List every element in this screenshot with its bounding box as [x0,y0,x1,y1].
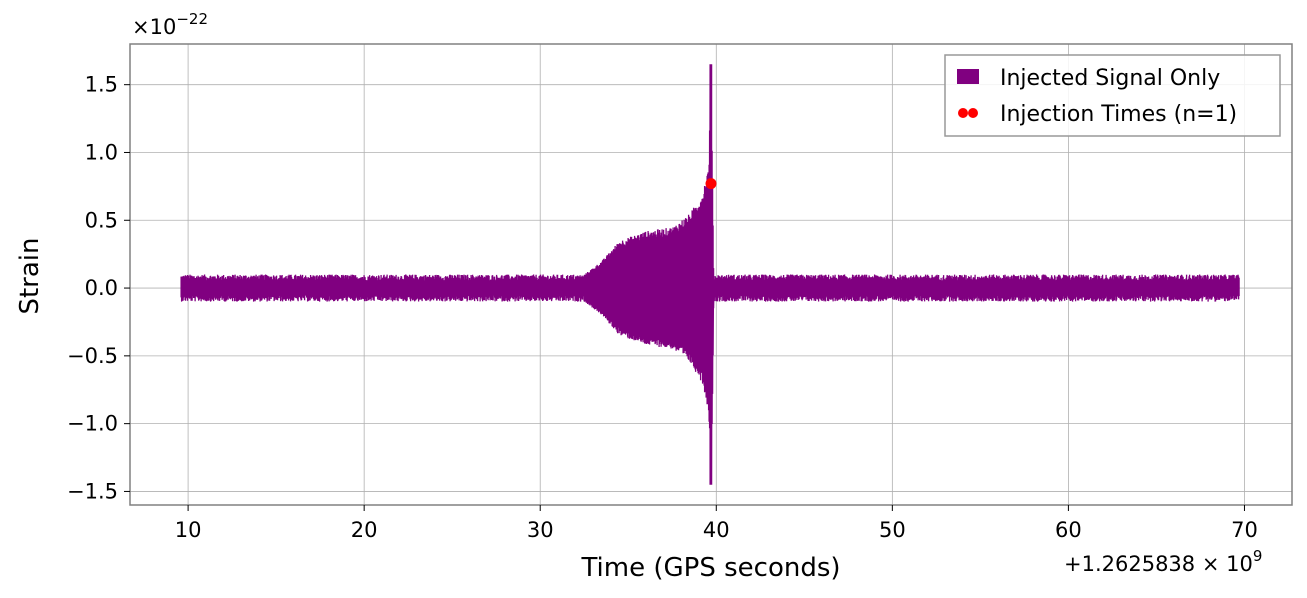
y-tick-label: −1.5 [67,479,118,503]
x-tick-label: 60 [1055,518,1082,542]
legend-label-signal: Injected Signal Only [1000,66,1220,91]
y-tick-label: 0.0 [85,276,118,300]
x-tick-label: 20 [351,518,378,542]
injection-markers [705,178,717,190]
y-tick-label: −1.0 [67,412,118,436]
legend-swatch-signal [957,69,979,84]
legend: Injected Signal Only Injection Times (n=… [944,54,1281,137]
x-tick-label: 30 [527,518,554,542]
y-tick-label: 1.0 [85,140,118,164]
x-axis-ticks: 10 20 30 40 50 60 70 [175,505,1258,542]
legend-box [944,54,1281,137]
legend-marker-dot [968,108,978,118]
y-axis-label: Strain [15,237,45,314]
x-tick-label: 10 [175,518,202,542]
y-multiplier-text: ×10−22 [132,10,208,39]
injection-point [705,178,717,190]
signal-line [180,64,1240,485]
x-tick-label: 70 [1231,518,1258,542]
signal-series [180,64,1240,485]
y-axis-ticks: −1.5 −1.0 −0.5 0.0 0.5 1.0 1.5 [67,73,130,503]
x-axis-label: Time (GPS seconds) [580,553,840,583]
x-offset-exponent: 9 [1253,547,1263,565]
legend-label-injection: Injection Times (n=1) [1000,102,1237,127]
x-tick-label: 40 [703,518,730,542]
x-tick-label: 50 [879,518,906,542]
y-tick-label: 1.5 [85,73,118,97]
y-tick-label: 0.5 [85,208,118,232]
legend-marker-dot [958,108,968,118]
y-tick-label: −0.5 [67,344,118,368]
y-multiplier-exponent: −22 [176,10,208,28]
plot-frame [129,43,1293,506]
x-offset-text: +1.2625838 × 109 [1064,547,1262,576]
